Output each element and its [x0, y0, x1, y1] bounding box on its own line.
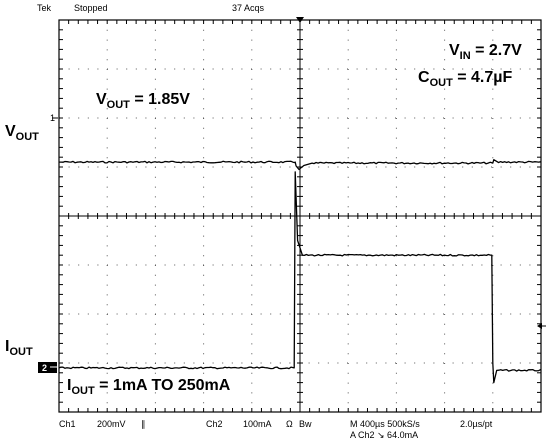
ch1-scale: 200mV [97, 419, 126, 429]
record-resolution: 2.0µs/pt [460, 419, 493, 429]
bandwidth-label: Bw [299, 419, 312, 429]
ch1-coupling-icon: ∥ [141, 419, 146, 429]
ch2-label: Ch2 [206, 419, 223, 429]
acquisition-count: 37 Acqs [232, 3, 265, 13]
brand-label: Tek [37, 3, 52, 13]
iout-axis-label: IOUT [5, 338, 33, 358]
trigger-readout: A Ch2 ↘ 64.0mA [350, 430, 418, 440]
vin-label: VIN = 2.7V [449, 42, 522, 62]
vout-axis-label: VOUT [5, 123, 39, 143]
trigger-position-icon [296, 17, 304, 23]
ch2-scale: 100mA [243, 419, 272, 429]
vout-level-label: VOUT = 1.85V [96, 91, 190, 111]
timebase-readout: M 400µs 500kS/s [350, 419, 420, 429]
graticule [58, 19, 542, 413]
trace-iout [58, 171, 542, 384]
cout-label: COUT = 4.7µF [418, 69, 512, 89]
ch2-impedance-icon: Ω [286, 419, 293, 429]
ch1-label: Ch1 [59, 419, 76, 429]
ch2-marker [38, 362, 57, 373]
trigger-level-icon [537, 323, 542, 329]
acquisition-status: Stopped [74, 3, 108, 13]
iout-step-label: IOUT = 1mA TO 250mA [67, 377, 231, 397]
trace-vout [59, 159, 542, 171]
waveform-traces [58, 159, 542, 384]
ch2-marker-label: 2 [42, 363, 47, 373]
